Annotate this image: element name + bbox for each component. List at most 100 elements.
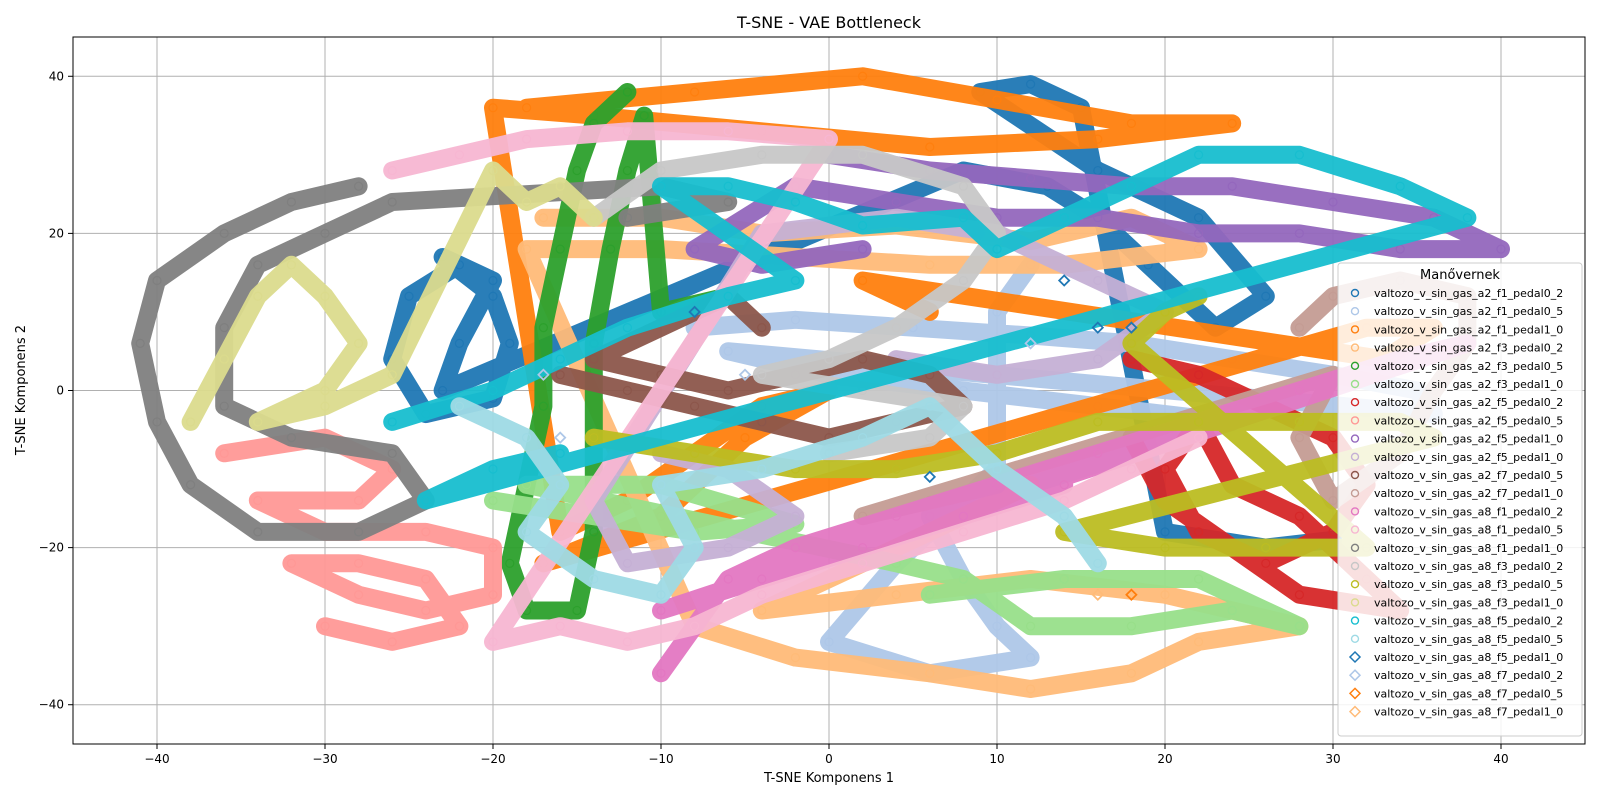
legend-label: valtozo_v_sin_gas_a2_f7_pedal0_5 [1374,469,1563,482]
data-point [1328,291,1338,301]
legend-label: valtozo_v_sin_gas_a2_f5_pedal0_5 [1374,414,1563,427]
legend-entry: valtozo_v_sin_gas_a8_f5_pedal1_0 [1348,650,1563,664]
data-point [689,87,700,97]
legend-label: valtozo_v_sin_gas_a8_f5_pedal1_0 [1374,651,1563,664]
data-point [723,543,733,553]
data-point [622,165,633,176]
x-ticks: −40 −30 −20 −10 0 10 20 30 40 [144,744,1509,766]
data-point [1059,574,1069,584]
data-point [1059,480,1069,490]
data-point [824,354,834,364]
data-point [589,527,599,537]
data-point [757,150,767,160]
data-point [589,574,599,584]
series-valtozo_v_sin_gas_a8_f3_pedal1_0 [181,161,603,431]
data-point [286,197,296,207]
data-point [1126,338,1137,348]
legend-label: valtozo_v_sin_gas_a8_f5_pedal0_2 [1374,615,1563,628]
data-point [891,323,901,333]
legend-entry: valtozo_v_sin_gas_a2_f5_pedal0_5 [1350,414,1563,427]
data-point [891,590,901,600]
data-point [454,150,464,160]
series-trail [584,145,1006,463]
data-point [757,590,767,600]
data-point [1025,684,1036,694]
data-point [320,621,330,631]
data-point [521,527,532,537]
data-point [891,197,901,207]
chart-title: T-SNE - VAE Bottleneck [736,13,922,32]
data-point [1328,433,1338,443]
series-valtozo_v_sin_gas_a8_f7_pedal1_0 [1091,588,1105,602]
data-point [135,338,145,348]
data-point [723,197,733,207]
legend-marker [1350,416,1360,425]
data-point [421,605,431,616]
series-valtozo_v_sin_gas_a8_f3_pedal0_2 [584,145,1006,463]
data-point [790,511,801,521]
data-point [790,315,801,325]
data-point [857,354,868,364]
data-point [790,197,801,207]
series-trail [383,122,1208,651]
legend-marker [1350,543,1360,552]
legend-marker [1350,434,1360,443]
data-point [537,368,550,382]
data-point [1261,291,1271,301]
data-point [1025,79,1036,89]
data-point [555,448,565,458]
data-point [1093,448,1103,458]
data-point [790,543,801,553]
data-point [1496,244,1506,254]
legend-label: valtozo_v_sin_gas_a2_f3_pedal0_2 [1374,342,1563,355]
data-point [488,543,498,553]
data-point [656,668,666,678]
data-point [1294,150,1305,160]
series-valtozo_v_sin_gas_a8_f7_pedal0_2 [537,337,1037,444]
legend-label: valtozo_v_sin_gas_a8_f3_pedal0_5 [1374,578,1563,591]
legend-marker [1350,507,1360,516]
data-point [1462,213,1473,223]
data-point [688,305,701,319]
data-point [1091,588,1105,602]
data-point [992,480,1002,490]
data-point [958,275,969,286]
legend-box [1337,262,1583,737]
data-point [857,558,868,568]
data-point [421,527,431,537]
data-point [387,165,397,176]
series-trail [131,177,738,541]
data-point [1126,181,1137,191]
data-point [219,401,229,411]
x-tick-label: 30 [1325,752,1340,766]
legend-label: valtozo_v_sin_gas_a8_f7_pedal0_2 [1374,669,1563,682]
legend-entry: valtozo_v_sin_gas_a2_f5_pedal0_2 [1350,396,1563,409]
data-point [925,260,935,270]
data-point [992,464,1002,474]
data-point [320,228,330,238]
legend-label: valtozo_v_sin_gas_a8_f7_pedal1_0 [1374,706,1563,719]
legend-marker [1350,561,1360,571]
data-point [1125,588,1138,602]
data-point [488,464,498,474]
series-valtozo_v_sin_gas_a8_f5_pedal0_5 [450,397,1107,604]
data-point [1025,652,1036,663]
data-point [488,590,498,600]
data-point [1160,527,1170,537]
legend-label: valtozo_v_sin_gas_a8_f3_pedal0_2 [1374,560,1563,573]
data-point [757,370,767,380]
data-point [1093,275,1103,286]
data-point [521,103,532,113]
legend-marker [1350,288,1360,298]
data-point [1126,464,1137,474]
x-tick-label: 0 [825,752,833,766]
legend: Manővernek valtozo_v_sin_gas_a2_f1_pedal… [1337,262,1583,737]
data-point [1294,511,1305,521]
data-point [1093,165,1103,176]
data-point [1294,590,1305,600]
data-point [689,543,700,553]
data-point [639,110,649,121]
legend-marker [1350,398,1360,407]
data-point [253,260,263,270]
y-tick-label: 20 [49,226,64,240]
